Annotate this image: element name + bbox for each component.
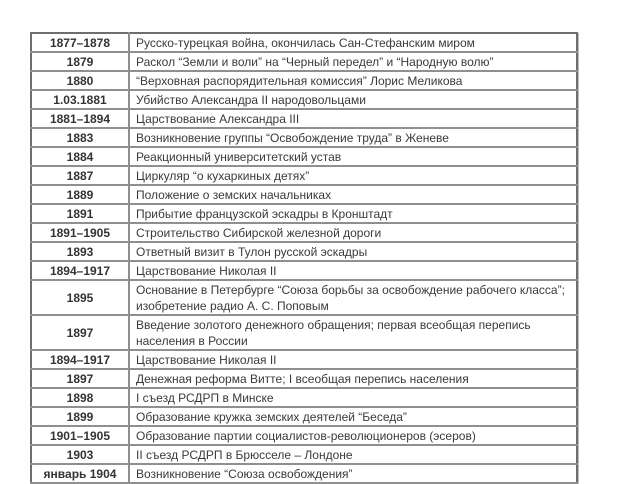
chronology-table: 1877–1878 Русско-турецкая война, окончила… bbox=[30, 32, 578, 484]
table-row: 1901–1905 Образование партии социалистов-… bbox=[30, 425, 578, 446]
event-cell: Образование партии социалистов-революцио… bbox=[128, 425, 578, 446]
table-row: 1883 Возникновение группы “Освобождение т… bbox=[30, 127, 578, 148]
event-cell: Царствование Александра III bbox=[128, 108, 578, 129]
date-cell: 1897 bbox=[30, 314, 130, 351]
table-row: 1899 Образование кружка земских деятелей … bbox=[30, 406, 578, 427]
date-cell: 1883 bbox=[30, 127, 130, 148]
table-row: 1903 II съезд РСДРП в Брюсселе – Лондоне bbox=[30, 444, 578, 465]
date-cell: 1891 bbox=[30, 203, 130, 224]
date-cell: 1877–1878 bbox=[30, 32, 130, 53]
table-row: 1884 Реакционный университетский устав bbox=[30, 146, 578, 167]
event-cell: Реакционный университетский устав bbox=[128, 146, 578, 167]
date-cell: 1897 bbox=[30, 368, 130, 389]
table-row: 1894–1917 Царствование Николая II bbox=[30, 260, 578, 281]
date-cell: 1889 bbox=[30, 184, 130, 205]
event-cell: Денежная реформа Витте; I всеобщая переп… bbox=[128, 368, 578, 389]
date-cell: 1.03.1881 bbox=[30, 89, 130, 110]
table-row: 1893 Ответный визит в Тулон русской эскад… bbox=[30, 241, 578, 262]
event-cell: Введение золотого денежного обращения; п… bbox=[128, 314, 578, 351]
date-cell: 1891–1905 bbox=[30, 222, 130, 243]
date-cell: 1898 bbox=[30, 387, 130, 408]
table-row: 1894–1917 Царствование Николая II bbox=[30, 349, 578, 370]
table-row: 1897 Денежная реформа Витте; I всеобщая п… bbox=[30, 368, 578, 389]
table-row: 1895 Основание в Петербурге “Союза борьбы… bbox=[30, 279, 578, 316]
date-cell: 1894–1917 bbox=[30, 349, 130, 370]
event-cell: Ответный визит в Тулон русской эскадры bbox=[128, 241, 578, 262]
event-cell: Основание в Петербурге “Союза борьбы за … bbox=[128, 279, 578, 316]
date-cell: 1887 bbox=[30, 165, 130, 186]
date-cell: 1879 bbox=[30, 51, 130, 72]
event-cell: Убийство Александра II народовольцами bbox=[128, 89, 578, 110]
event-cell: Образование кружка земских деятелей “Бес… bbox=[128, 406, 578, 427]
date-cell: 1880 bbox=[30, 70, 130, 91]
date-cell: 1895 bbox=[30, 279, 130, 316]
event-cell: Положение о земских начальниках bbox=[128, 184, 578, 205]
event-cell: Возникновение группы “Освобождение труда… bbox=[128, 127, 578, 148]
date-cell: 1894–1917 bbox=[30, 260, 130, 281]
table-row: 1889 Положение о земских начальниках bbox=[30, 184, 578, 205]
table-row: 1881–1894 Царствование Александра III bbox=[30, 108, 578, 129]
date-cell: 1903 bbox=[30, 444, 130, 465]
table-row: 1898 I съезд РСДРП в Минске bbox=[30, 387, 578, 408]
event-cell: Строительство Сибирской железной дороги bbox=[128, 222, 578, 243]
event-cell: Прибытие французской эскадры в Кронштадт bbox=[128, 203, 578, 224]
table-row: 1891 Прибытие французской эскадры в Кронш… bbox=[30, 203, 578, 224]
table-row: 1897 Введение золотого денежного обращени… bbox=[30, 314, 578, 351]
date-cell: 1884 bbox=[30, 146, 130, 167]
table-row: 1891–1905 Строительство Сибирской железно… bbox=[30, 222, 578, 243]
event-cell: “Верховная распорядительная комиссия” Ло… bbox=[128, 70, 578, 91]
event-cell: Русско-турецкая война, окончилась Сан-Ст… bbox=[128, 32, 578, 53]
event-cell: Царствование Николая II bbox=[128, 260, 578, 281]
table-row: 1879 Раскол “Земли и воли” на “Черный пер… bbox=[30, 51, 578, 72]
table-row: 1887 Циркуляр “о кухаркиных детях” bbox=[30, 165, 578, 186]
date-cell: 1893 bbox=[30, 241, 130, 262]
event-cell: Циркуляр “о кухаркиных детях” bbox=[128, 165, 578, 186]
date-cell: 1901–1905 bbox=[30, 425, 130, 446]
date-cell: 1881–1894 bbox=[30, 108, 130, 129]
table-body: 1877–1878 Русско-турецкая война, окончила… bbox=[30, 32, 578, 484]
event-cell: II съезд РСДРП в Брюсселе – Лондоне bbox=[128, 444, 578, 465]
table-row: 1880 “Верховная распорядительная комиссия… bbox=[30, 70, 578, 91]
table-row: 1.03.1881 Убийство Александра II народово… bbox=[30, 89, 578, 110]
event-cell: I съезд РСДРП в Минске bbox=[128, 387, 578, 408]
date-cell: 1899 bbox=[30, 406, 130, 427]
event-cell: Царствование Николая II bbox=[128, 349, 578, 370]
event-cell: Раскол “Земли и воли” на “Черный передел… bbox=[128, 51, 578, 72]
table-row: 1877–1878 Русско-турецкая война, окончила… bbox=[30, 32, 578, 53]
